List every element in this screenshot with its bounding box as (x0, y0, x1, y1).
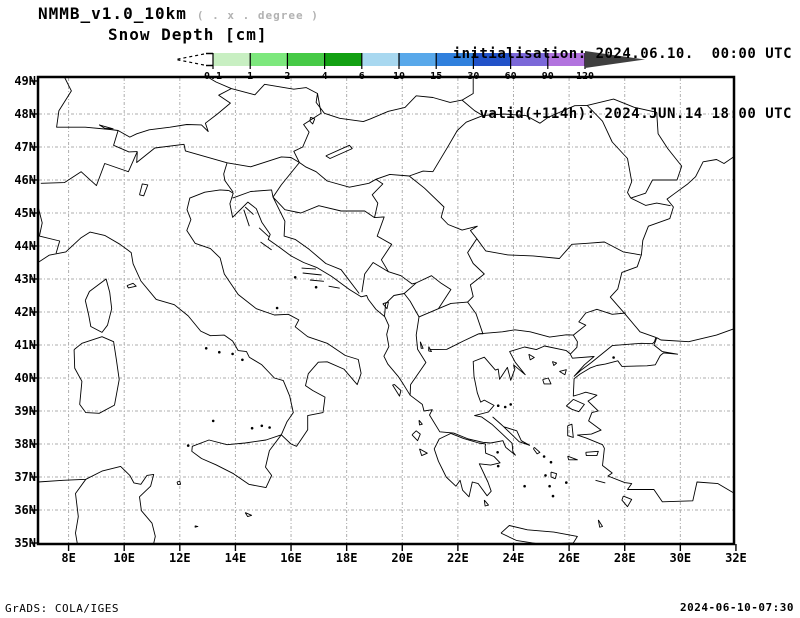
svg-text:44N: 44N (14, 239, 36, 253)
svg-text:43N: 43N (14, 272, 36, 286)
svg-text:37N: 37N (14, 470, 36, 484)
coastlines-and-borders (38, 77, 734, 544)
svg-text:41N: 41N (14, 338, 36, 352)
colorbar-level-label: 2 (284, 71, 290, 82)
colorbar-level-label: 0.1 (204, 71, 222, 82)
svg-text:30E: 30E (669, 551, 691, 565)
map-frame (36, 75, 736, 546)
colorbar-level-label: 60 (505, 71, 517, 82)
svg-text:36N: 36N (14, 503, 36, 517)
svg-text:39N: 39N (14, 404, 36, 418)
field-title: Snow Depth [cm] (108, 25, 268, 44)
svg-text:10E: 10E (113, 551, 135, 565)
grads-credit: GrADS: COLA/IGES (5, 602, 119, 615)
svg-text:35N: 35N (14, 536, 36, 550)
colorbar-level-label: 15 (430, 71, 442, 82)
svg-text:18E: 18E (336, 551, 358, 565)
svg-text:20E: 20E (391, 551, 413, 565)
svg-text:38N: 38N (14, 437, 36, 451)
svg-text:8E: 8E (61, 551, 75, 565)
creation-timestamp: 2024-06-10-07:30 (680, 601, 794, 614)
svg-text:14E: 14E (225, 551, 247, 565)
colorbar-underflow-arrow (175, 53, 205, 66)
svg-text:47N: 47N (14, 140, 36, 154)
svg-text:40N: 40N (14, 371, 36, 385)
colorbar-level-label: 10 (393, 71, 405, 82)
svg-text:32E: 32E (725, 551, 747, 565)
colorbar-legend: 0.1 1 2 4 6 10 15 30 60 90 120 (175, 51, 645, 82)
svg-text:22E: 22E (447, 551, 469, 565)
svg-text:42N: 42N (14, 305, 36, 319)
valid-time: valid(+114h): 2024.JUN.14 18:00 UTC (479, 106, 792, 122)
svg-text:12E: 12E (169, 551, 191, 565)
svg-text:28E: 28E (614, 551, 636, 565)
colorbar-overflow-arrow (585, 51, 645, 68)
colorbar-level-label: 120 (576, 71, 594, 82)
svg-text:46N: 46N (14, 173, 36, 187)
axis-ticks (31, 80, 737, 551)
axis-labels: 49N 48N 47N 46N 45N 44N 43N 42N 41N 40N 39N 38N 37N 3… (14, 74, 746, 565)
plot-title-block: NMMB_v1.0_10km ( . x . degree ) (38, 4, 319, 23)
colorbar-level-label: 6 (359, 71, 365, 82)
colorbar-level-label: 90 (542, 71, 554, 82)
colorbar-level-label: 1 (247, 71, 253, 82)
svg-text:26E: 26E (558, 551, 580, 565)
initialisation-time: initialisation: 2024.06.10. 00:00 UTC (452, 46, 792, 62)
svg-text:48N: 48N (14, 107, 36, 121)
model-title: NMMB_v1.0_10km (38, 4, 187, 23)
colorbar-level-label: 30 (467, 71, 479, 82)
colorbar-level-label: 4 (322, 71, 328, 82)
resolution-note: ( . x . degree ) (196, 9, 319, 22)
svg-text:49N: 49N (14, 74, 36, 88)
svg-text:24E: 24E (503, 551, 525, 565)
run-times-block: initialisation: 2024.06.10. 00:00 UTC va… (453, 4, 792, 164)
svg-text:45N: 45N (14, 206, 36, 220)
svg-text:16E: 16E (280, 551, 302, 565)
